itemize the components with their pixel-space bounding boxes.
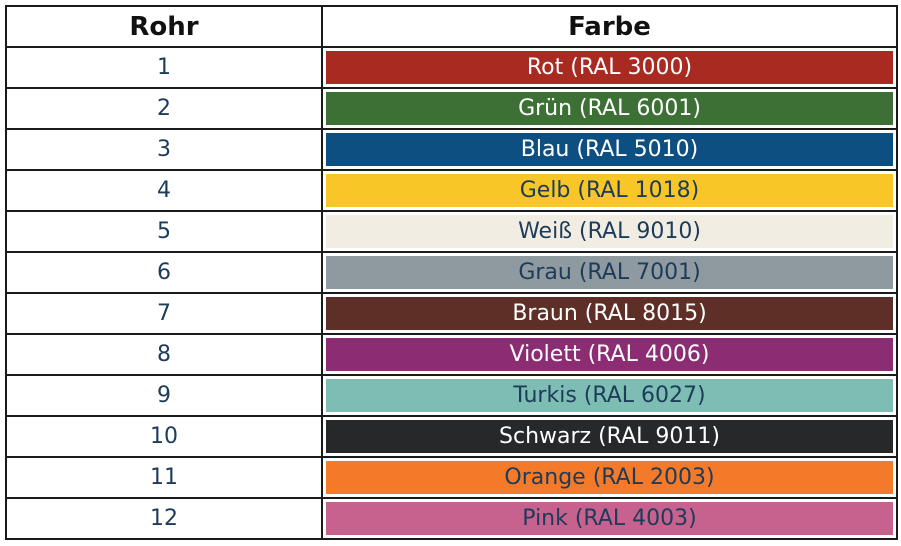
farbe-cell: Weiß (RAL 9010) [321, 210, 898, 253]
farbe-cell: Gelb (RAL 1018) [321, 169, 898, 212]
rohr-number-cell: 7 [5, 292, 323, 335]
farbe-cell: Rot (RAL 3000) [321, 46, 898, 89]
table-row: 7 Braun (RAL 8015) [5, 292, 898, 335]
farbe-cell: Orange (RAL 2003) [321, 456, 898, 499]
table-row: 3 Blau (RAL 5010) [5, 128, 898, 171]
table-row: 2 Grün (RAL 6001) [5, 87, 898, 130]
farbe-cell: Turkis (RAL 6027) [321, 374, 898, 417]
rohr-number-cell: 5 [5, 210, 323, 253]
pipe-color-table: Rohr Farbe 1 Rot (RAL 3000) 2 Grün (RAL 600… [5, 5, 898, 540]
color-swatch-label: Violett (RAL 4006) [326, 338, 893, 371]
table-row: 5 Weiß (RAL 9010) [5, 210, 898, 253]
table-row: 11 Orange (RAL 2003) [5, 456, 898, 499]
farbe-cell: Schwarz (RAL 9011) [321, 415, 898, 458]
table-row: 10 Schwarz (RAL 9011) [5, 415, 898, 458]
farbe-cell: Grün (RAL 6001) [321, 87, 898, 130]
color-swatch-label: Schwarz (RAL 9011) [326, 420, 893, 453]
color-swatch-label: Weiß (RAL 9010) [326, 215, 893, 248]
header-rohr: Rohr [5, 5, 323, 48]
rohr-number-cell: 4 [5, 169, 323, 212]
color-swatch-label: Braun (RAL 8015) [326, 297, 893, 330]
rohr-number-cell: 8 [5, 333, 323, 376]
table-row: 6 Grau (RAL 7001) [5, 251, 898, 294]
table-body: 1 Rot (RAL 3000) 2 Grün (RAL 6001) 3 Blau (RA… [5, 46, 898, 540]
rohr-number-cell: 2 [5, 87, 323, 130]
rohr-number-cell: 11 [5, 456, 323, 499]
color-swatch-label: Gelb (RAL 1018) [326, 174, 893, 207]
rohr-number-cell: 6 [5, 251, 323, 294]
farbe-cell: Violett (RAL 4006) [321, 333, 898, 376]
table-row: 12 Pink (RAL 4003) [5, 497, 898, 540]
rohr-number-cell: 1 [5, 46, 323, 89]
rohr-number-cell: 12 [5, 497, 323, 540]
farbe-cell: Pink (RAL 4003) [321, 497, 898, 540]
farbe-cell: Braun (RAL 8015) [321, 292, 898, 335]
table-header-row: Rohr Farbe [5, 5, 898, 48]
header-farbe: Farbe [321, 5, 898, 48]
color-swatch-label: Grün (RAL 6001) [326, 92, 893, 125]
table-row: 9 Turkis (RAL 6027) [5, 374, 898, 417]
color-swatch-label: Blau (RAL 5010) [326, 133, 893, 166]
table-row: 4 Gelb (RAL 1018) [5, 169, 898, 212]
color-swatch-label: Rot (RAL 3000) [326, 51, 893, 84]
rohr-number-cell: 9 [5, 374, 323, 417]
rohr-number-cell: 3 [5, 128, 323, 171]
color-swatch-label: Grau (RAL 7001) [326, 256, 893, 289]
rohr-number-cell: 10 [5, 415, 323, 458]
color-swatch-label: Turkis (RAL 6027) [326, 379, 893, 412]
color-swatch-label: Orange (RAL 2003) [326, 461, 893, 494]
farbe-cell: Grau (RAL 7001) [321, 251, 898, 294]
color-swatch-label: Pink (RAL 4003) [326, 502, 893, 535]
table-row: 8 Violett (RAL 4006) [5, 333, 898, 376]
farbe-cell: Blau (RAL 5010) [321, 128, 898, 171]
table-row: 1 Rot (RAL 3000) [5, 46, 898, 89]
color-table-container: Rohr Farbe 1 Rot (RAL 3000) 2 Grün (RAL 600… [5, 5, 898, 541]
